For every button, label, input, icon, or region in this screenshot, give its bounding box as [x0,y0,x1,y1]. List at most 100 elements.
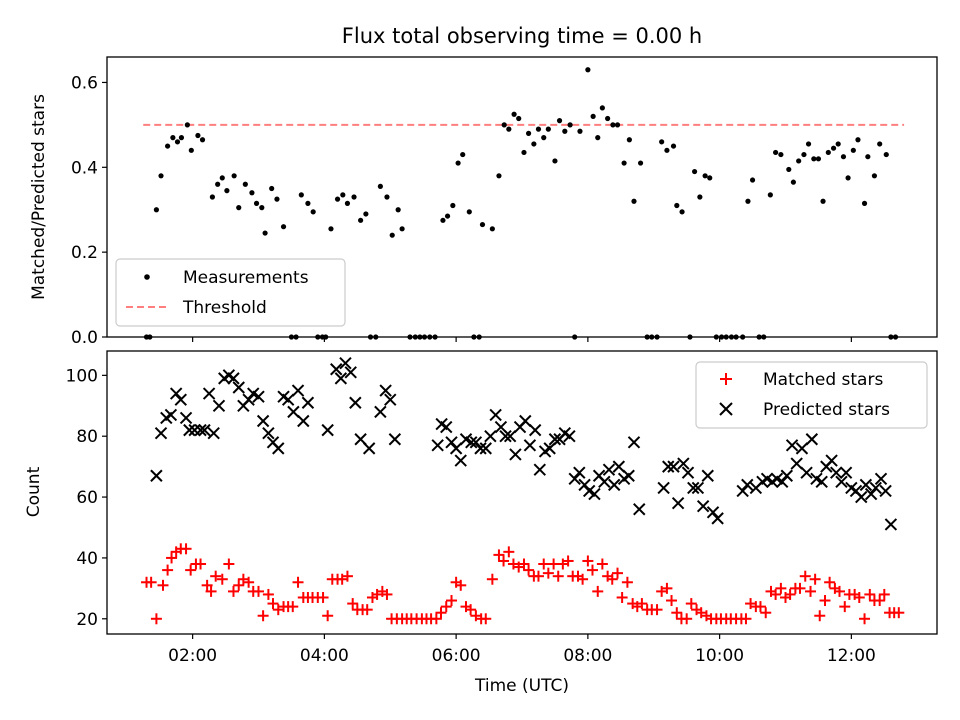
matched-star-point [480,613,492,625]
predicted-star-point [795,442,809,455]
matched-star-point [532,570,544,582]
predicted-point-b [479,442,492,455]
predicted-star-point [384,393,397,406]
predicted-star-point [362,442,376,455]
measurement-point [363,211,369,217]
chart-title: Flux total observing time = 0.00 h [342,24,702,48]
predicted-point-b [465,436,478,449]
predicted-star-point [825,454,838,467]
measurement-point [830,145,837,151]
matched-star-point [145,576,157,588]
matched-star-point [162,564,174,576]
predicted-point-b [334,372,348,385]
predicted-star-point [835,475,848,489]
predicted-star-point [291,384,305,397]
measurement-point [531,141,537,147]
predicted-star-point [379,384,392,397]
matched-star-point [166,552,178,564]
predicted-star-point [608,478,621,492]
matched-star-point [839,601,851,613]
measurement-point [489,226,495,232]
predicted-star-point [855,490,868,504]
predicted-star-point [588,487,601,501]
matched-star-point [180,543,192,555]
measurement-point [577,128,583,134]
predicted-point-b [677,457,690,470]
predicted-star-point [242,393,255,406]
bottom-axes: 20 40 60 80 100 02:00 04:00 06:00 08:00 10:00 12:0… [66,350,938,666]
measurement-point [605,115,611,122]
matched-star-point [210,570,222,582]
measurement-point [778,151,784,158]
predicted-point-b [671,496,685,510]
predicted-star-point [677,457,690,470]
top-y-axis-label: Matched/Predicted stars [29,94,49,300]
predicted-point-b [222,369,236,382]
predicted-star-point [859,478,873,492]
matched-star-point [562,555,574,567]
predicted-star-point [548,433,562,446]
matched-star-point [498,555,510,567]
predicted-star-point [339,356,352,370]
predicted-star-point [780,469,794,482]
predicted-point-b [588,487,601,501]
measurement-point [697,194,703,200]
measurement-point [871,173,878,179]
predicted-point-b [194,423,207,437]
predicted-point-b [198,423,211,437]
bottom-legend-box [695,361,928,429]
measurement-point [825,149,831,156]
predicted-point-b [859,478,873,492]
matched-star-point [606,573,618,585]
bottom-legend: Matched stars Predicted stars [695,361,928,429]
predicted-point-b [252,390,265,403]
measurement-point [511,111,517,117]
measurement-point [811,156,817,162]
measurement-point [815,156,822,162]
predicted-star-point [568,472,581,486]
predicted-star-point [349,396,362,409]
predicted-point-b [297,414,310,428]
predicted-point-b [741,478,754,492]
bottom-y-axis-label: Count [24,466,44,517]
measurement-point [501,122,507,128]
predicted-point-b [362,442,376,455]
measurement-point [328,226,334,232]
matched-star-point [287,601,299,613]
matched-star-point [185,564,197,576]
predicted-point-b [212,399,226,412]
matched-star-point [446,595,458,607]
predicted-point-b [489,408,502,422]
predicted-point-b [696,499,710,513]
predicted-point-b [344,366,357,379]
predicted-point-b [760,472,774,486]
predicted-point-b [454,454,467,467]
predicted-star-point [691,481,705,495]
matched-star-point [582,555,594,567]
matched-star-point [205,585,217,597]
predicted-point-b [494,420,508,434]
predicted-star-point [687,481,700,495]
predicted-star-point [864,487,878,501]
bottom-plot-area [141,356,905,625]
predicted-star-point [198,423,211,437]
matched-star-point [292,576,304,588]
predicted-star-point [519,414,532,428]
predicted-point-b [509,448,522,461]
predicted-point-b [884,518,898,531]
measurement-point [219,175,225,181]
matched-star-point [612,567,624,579]
measurement-point [585,67,591,73]
predicted-point-b [598,475,611,489]
predicted-star-point [839,466,853,479]
matched-star-point [893,607,905,619]
measurement-point [621,160,627,166]
measurement-point [707,175,713,181]
matched-star-point [493,549,505,561]
predicted-point-b [528,423,542,437]
measurement-point [877,141,883,147]
predicted-star-point [681,466,695,479]
measurement-point [444,213,451,219]
matched-star-point [523,564,535,576]
measurement-point [249,190,255,196]
